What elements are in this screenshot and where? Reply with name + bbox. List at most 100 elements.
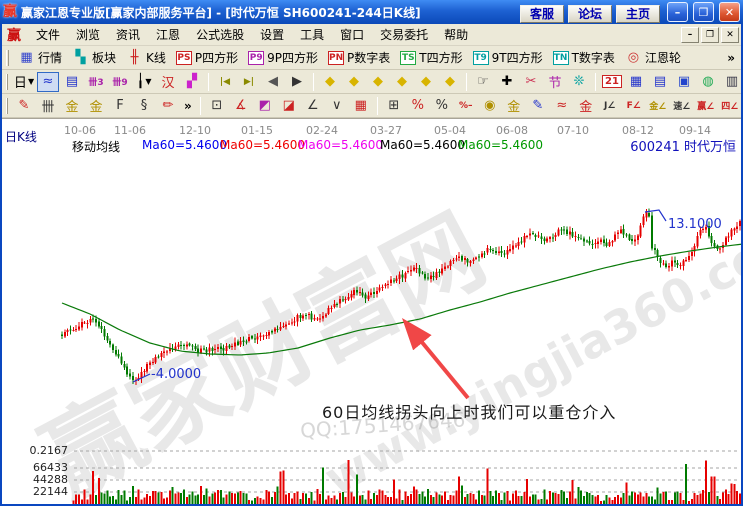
minimize-button[interactable]: – [667,2,688,22]
volume-ruler-button[interactable]: ⊞ [383,96,405,116]
calculator-button[interactable]: ▦ [625,72,647,92]
pencil-tool-button[interactable]: ✎ [13,96,35,116]
menu-item-公式选股[interactable]: 公式选股 [196,28,245,42]
close-button[interactable]: ✕ [719,2,740,22]
last-page-button[interactable]: ▶| [238,72,260,92]
first-page-button[interactable]: |◀ [214,72,236,92]
chart-panel[interactable]: 赢家财富网 www.yingjia360.com QQ:1751467646 日… [2,118,741,504]
chart3-button[interactable]: 卌3 [85,72,107,92]
save-button[interactable]: ▣ [673,72,695,92]
gann-up-button[interactable]: ◆ [391,72,413,92]
volume-bar [687,500,690,504]
period-day-button[interactable]: 日 ▼ [13,72,35,92]
gann-expand-button[interactable]: ◆ [367,72,389,92]
spiral-lines-button[interactable]: § [133,96,155,116]
prev-button[interactable]: ◀ [262,72,284,92]
wave-chart-button[interactable]: ≈ [37,71,59,92]
gold-level-button[interactable]: 金 [503,96,525,116]
jie-tool-button[interactable]: 节 [544,72,566,92]
percent-button[interactable]: % [431,96,453,116]
toolbar-overflow-button[interactable]: » [727,50,735,65]
toolbar-grip[interactable] [6,49,9,66]
angle-lines-button[interactable]: ∠ [302,96,324,116]
home-button[interactable]: 主页 [615,4,660,23]
volume-bar [651,496,654,504]
support-button[interactable]: 客服 [519,4,564,23]
zigzag-tool-button[interactable]: ∨ [326,96,348,116]
volume-bar [225,494,228,504]
gold-red-button[interactable]: 金 [575,96,597,116]
gold-circle-button[interactable]: ◉ [479,96,501,116]
gann-center-button[interactable]: ◆ [415,72,437,92]
percent-red-button[interactable]: % [407,96,429,116]
toolbar-grip[interactable] [6,73,8,90]
angle-si-button[interactable]: 四∠ [719,96,741,116]
info-list-button[interactable]: ▤ [61,72,83,92]
menu-restore-button[interactable]: ❐ [701,26,719,43]
chart9-button[interactable]: 卌9 [109,72,131,92]
gann-horizontal-button[interactable]: ◆ [439,72,461,92]
notes-button[interactable]: ▤ [649,72,671,92]
box-tool-button[interactable]: ⊡ [206,96,228,116]
candle-tool-button[interactable]: ╽ ▼ [133,72,155,92]
angle-su-button[interactable]: 速∠ [671,96,693,116]
p-square-button[interactable]: PS P四方形 [171,48,243,67]
gann-fan-button[interactable]: ∡ [230,96,252,116]
scissors-tool-button[interactable]: ✂ [520,72,542,92]
hand-tool-button[interactable]: ☞ [472,72,494,92]
candle-pencil-button[interactable]: ✎ [527,96,549,116]
angle-f-button[interactable]: F∠ [623,96,645,116]
title-bar[interactable]: 赢 赢家江恩专业版[赢家内部服务平台] - [时代万恒 SH600241-244… [0,0,743,24]
kline-button[interactable]: ╫ K线 [121,48,171,67]
pattern-tool-button[interactable]: ❊ [568,72,590,92]
volume-bar [219,490,222,504]
print-button[interactable]: ▥ [721,72,743,92]
9p-square-button[interactable]: P9 9P四方形 [243,48,323,67]
gold-lines1-button[interactable]: 金 [61,96,83,116]
network-button[interactable]: ◍ [697,72,719,92]
han-tool-button[interactable]: 汉 [157,72,179,92]
9t-square-button[interactable]: T9 9T四方形 [468,48,548,67]
menu-item-窗口[interactable]: 窗口 [340,28,365,42]
gann-wheel-button[interactable]: ◎ 江恩轮 [620,48,686,67]
tally-lines-button[interactable]: 卌 [37,96,59,116]
crosshair-tool-button[interactable]: ✚ [496,72,518,92]
brush-measure-button[interactable]: ✏ [157,96,179,116]
percent-line-button[interactable]: %– [455,96,477,116]
menu-item-设置[interactable]: 设置 [260,28,285,42]
quotes-button[interactable]: ▦ 行情 [13,48,67,67]
wave-measure-button[interactable]: ≈ [551,96,573,116]
color-chart-button[interactable]: ▞ [181,72,203,92]
toolbar-grip[interactable] [6,97,8,114]
gann-left-button[interactable]: ◆ [319,72,341,92]
sectors-button[interactable]: ▚ 板块 [67,48,121,67]
kline-chart[interactable]: 13.1000 -4.0000 [2,119,741,504]
toolbar-overflow-button[interactable]: » [184,98,192,113]
grid-tool-button[interactable]: ▦ [350,96,372,116]
menu-close-button[interactable]: ✕ [721,26,739,43]
angle-gold-button[interactable]: 金∠ [647,96,669,116]
menu-item-江恩[interactable]: 江恩 [156,28,181,42]
p-number-table-button[interactable]: PN P数字表 [323,48,395,67]
maximize-button[interactable]: ❐ [693,2,714,22]
menu-item-交易委托[interactable]: 交易委托 [380,28,429,42]
fib-lines-button[interactable]: F [109,96,131,116]
t-square-button[interactable]: TS T四方形 [395,48,467,67]
angle-j-button[interactable]: J∠ [599,96,621,116]
gann-right-button[interactable]: ◆ [343,72,365,92]
angle-ying-button[interactable]: 赢∠ [695,96,717,116]
t-number-table-button[interactable]: TN T数字表 [548,48,620,67]
menu-item-帮助[interactable]: 帮助 [444,28,469,42]
menu-item-工具[interactable]: 工具 [300,28,325,42]
fan-box1-button[interactable]: ◩ [254,96,276,116]
candle-body [585,240,588,242]
menu-item-浏览[interactable]: 浏览 [76,28,101,42]
forum-button[interactable]: 论坛 [567,4,612,23]
gold-lines2-button[interactable]: 金 [85,96,107,116]
calendar-button[interactable]: 21 [601,72,623,92]
next-button[interactable]: ▶ [286,72,308,92]
menu-minimize-button[interactable]: – [681,26,699,43]
menu-item-资讯[interactable]: 资讯 [116,28,141,42]
menu-item-文件[interactable]: 文件 [36,28,61,42]
fan-box2-button[interactable]: ◪ [278,96,300,116]
